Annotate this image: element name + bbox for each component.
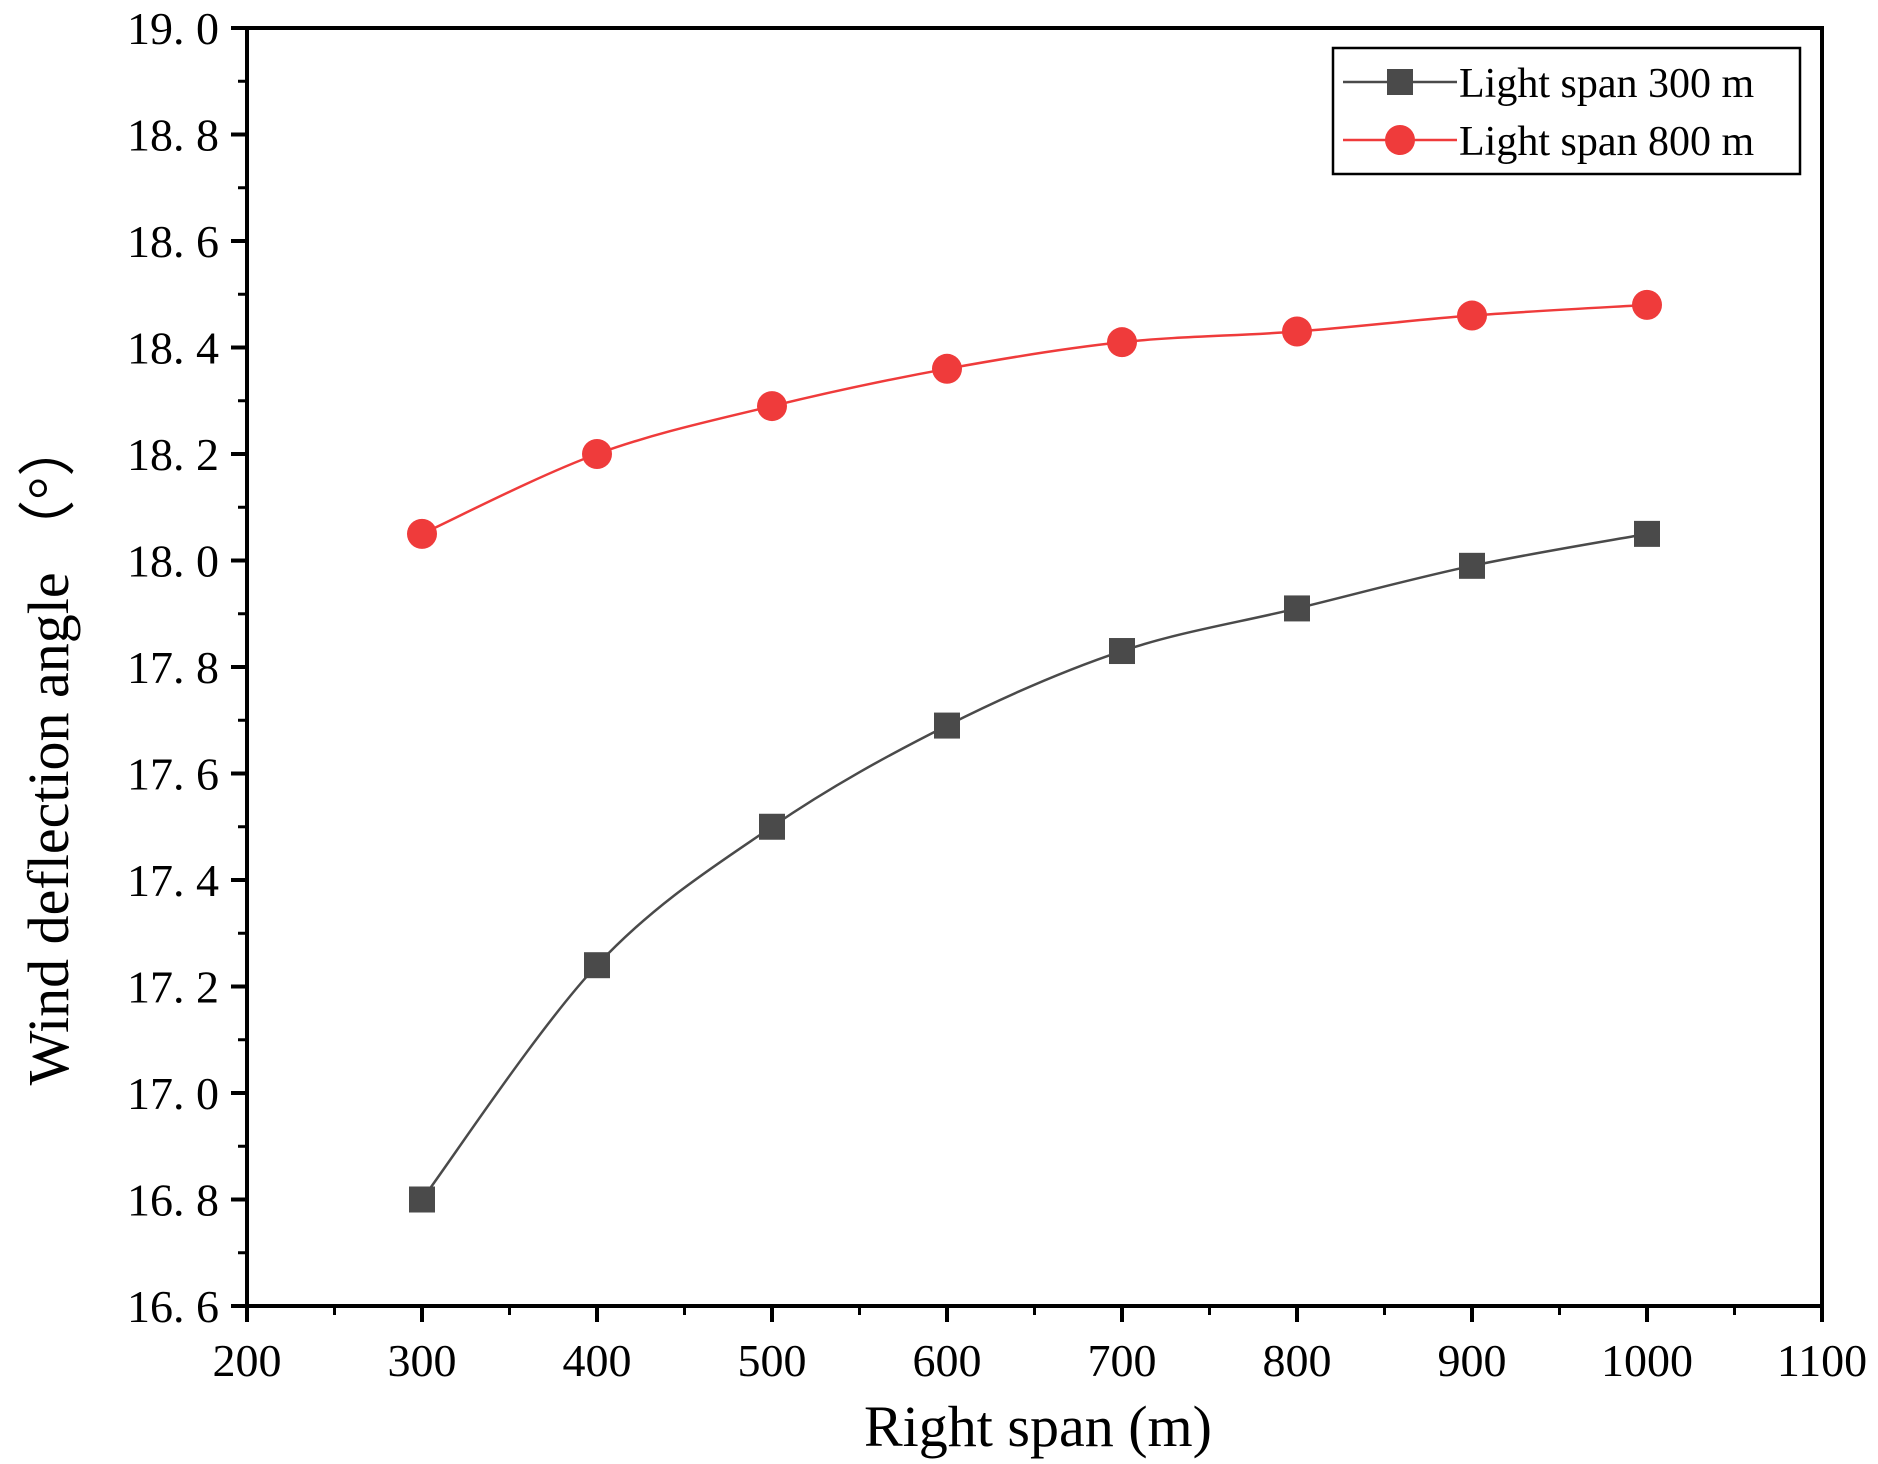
y-tick-label: 18. 6 bbox=[127, 216, 219, 267]
x-tick-label: 1100 bbox=[1777, 1335, 1867, 1386]
data-point bbox=[759, 813, 785, 840]
series-1 bbox=[409, 520, 1660, 1213]
data-point bbox=[1282, 316, 1312, 347]
y-axis-title: Wind deflection angle （°） bbox=[16, 419, 81, 1086]
series-line bbox=[420, 532, 1648, 1201]
y-tick-label: 18. 4 bbox=[127, 323, 219, 374]
legend-marker bbox=[1385, 125, 1415, 155]
x-tick-label: 1000 bbox=[1601, 1335, 1693, 1386]
x-tick-label: 800 bbox=[1263, 1335, 1332, 1386]
data-point bbox=[582, 439, 612, 469]
data-point bbox=[1284, 595, 1310, 622]
data-point bbox=[932, 353, 962, 384]
x-axis-title: Right span (m) bbox=[864, 1394, 1212, 1459]
data-point bbox=[1457, 300, 1487, 331]
data-point bbox=[584, 952, 610, 979]
y-tick-label: 17. 2 bbox=[127, 962, 219, 1013]
x-tick-label: 700 bbox=[1088, 1335, 1157, 1386]
x-tick-label: 200 bbox=[213, 1335, 282, 1386]
y-tick-label: 18. 8 bbox=[127, 110, 219, 161]
y-tick-label: 16. 6 bbox=[127, 1281, 219, 1332]
series-2 bbox=[407, 289, 1662, 549]
data-point bbox=[1109, 638, 1135, 665]
x-tick-label: 600 bbox=[913, 1335, 982, 1386]
data-point bbox=[1107, 327, 1137, 358]
legend-label: Light span 300 m bbox=[1459, 61, 1754, 107]
series-line bbox=[421, 303, 1648, 536]
legend: Light span 300 m Light span 800 m bbox=[1331, 46, 1802, 176]
y-tick-label: 19. 0 bbox=[127, 3, 219, 54]
y-tick-label: 17. 0 bbox=[127, 1068, 219, 1119]
y-tick-label: 18. 2 bbox=[127, 429, 219, 480]
data-point bbox=[409, 1186, 435, 1213]
axes-layer: 200 300 400 500 600 700 800 900 1000 1100 16. 6 16.… bbox=[127, 3, 1867, 1386]
legend-marker bbox=[1387, 69, 1413, 95]
legend-label: Light span 800 m bbox=[1459, 119, 1754, 165]
x-tick-label: 500 bbox=[738, 1335, 807, 1386]
x-tick-label: 900 bbox=[1438, 1335, 1507, 1386]
data-point bbox=[1459, 552, 1485, 579]
y-tick-label: 18. 0 bbox=[127, 536, 219, 587]
y-tick-label: 17. 6 bbox=[127, 749, 219, 800]
data-point bbox=[407, 518, 437, 549]
x-tick-label: 400 bbox=[563, 1335, 632, 1386]
data-point bbox=[934, 712, 960, 739]
data-point bbox=[757, 391, 787, 422]
series-layer bbox=[407, 289, 1662, 1213]
y-tick-label: 16. 8 bbox=[127, 1175, 219, 1226]
data-point bbox=[1634, 520, 1660, 547]
x-tick-label: 300 bbox=[388, 1335, 457, 1386]
data-point bbox=[1632, 289, 1662, 320]
y-tick-label: 17. 4 bbox=[127, 855, 219, 906]
y-tick-label: 17. 8 bbox=[127, 642, 219, 693]
